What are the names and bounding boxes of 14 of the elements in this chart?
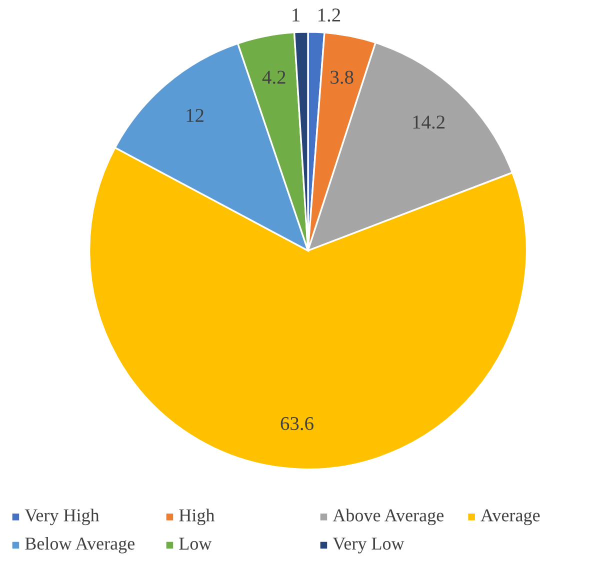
legend-label: Very Low <box>332 538 404 554</box>
data-label: 1 <box>292 8 300 22</box>
data-label: 63.6 <box>280 417 314 430</box>
legend-label: Average <box>480 509 540 526</box>
data-label: 12 <box>186 109 204 122</box>
legend-label: High <box>179 508 215 526</box>
data-label: 3.8 <box>330 70 354 84</box>
data-label: 14.2 <box>413 116 445 129</box>
legend-label: Below Average <box>25 537 134 554</box>
legend-label: Low <box>179 538 212 550</box>
legend-label: Above Average <box>332 508 444 526</box>
data-label: 1.2 <box>318 8 340 22</box>
legend-label: Very High <box>24 508 100 526</box>
data-label: 4.2 <box>262 70 286 84</box>
